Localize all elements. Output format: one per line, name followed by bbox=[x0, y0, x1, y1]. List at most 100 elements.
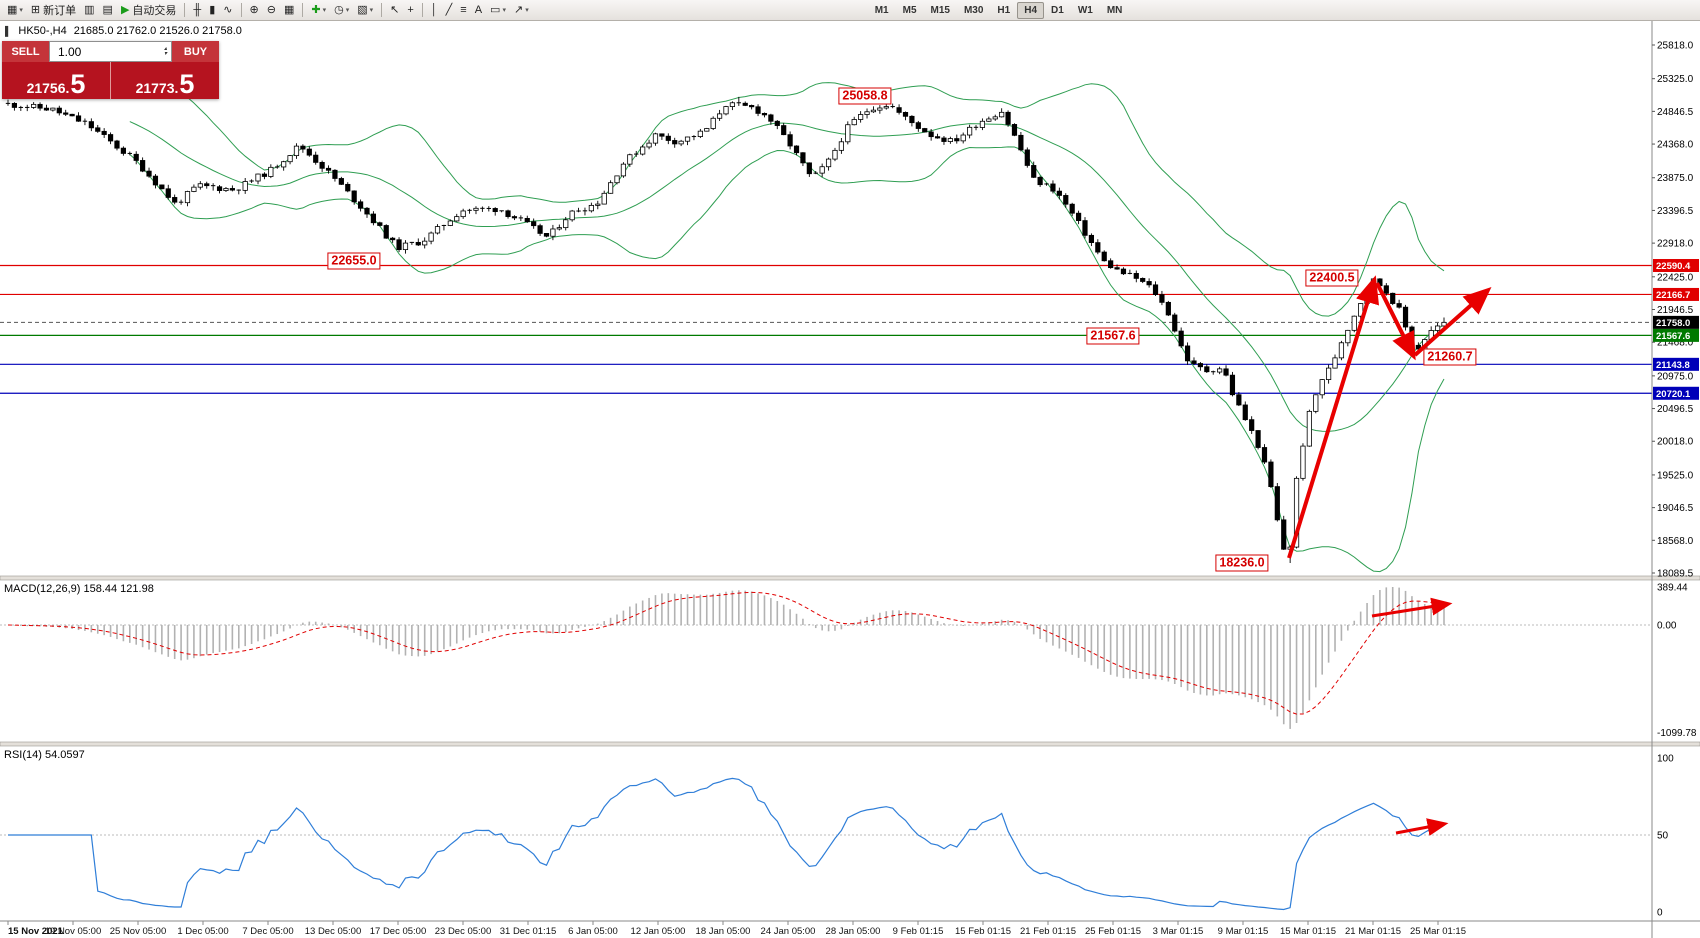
trend-arrow[interactable] bbox=[1395, 818, 1449, 836]
timeframe-bar: M1 M5 M15 M30 H1 H4 D1 W1 MN bbox=[868, 1, 1130, 19]
timeframe-m30[interactable]: M30 bbox=[963, 4, 984, 16]
cursor-icon: ↖ bbox=[390, 4, 400, 16]
cursor-button[interactable]: ↖ bbox=[386, 1, 403, 19]
tile-windows-icon: ▦ bbox=[283, 4, 295, 16]
trend-arrow[interactable] bbox=[1371, 597, 1453, 618]
toolbar-separator bbox=[184, 3, 186, 17]
auto-trading-button[interactable]: ▶ 自动交易 bbox=[117, 1, 180, 19]
svg-text:21758.0: 21758.0 bbox=[1656, 318, 1690, 329]
svg-text:9 Mar 01:15: 9 Mar 01:15 bbox=[1218, 926, 1269, 937]
trend-line-button[interactable]: ╱ bbox=[442, 1, 457, 19]
svg-text:19 Nov 05:00: 19 Nov 05:00 bbox=[45, 926, 102, 937]
svg-text:21468.0: 21468.0 bbox=[1657, 338, 1694, 349]
shapes-button[interactable]: ▭ ▾ bbox=[486, 1, 510, 19]
ask-main: 21773. bbox=[135, 80, 179, 96]
svg-text:31 Dec 01:15: 31 Dec 01:15 bbox=[500, 926, 557, 937]
equidistant-channel-button[interactable]: ≡ bbox=[456, 1, 470, 19]
tile-windows-button[interactable]: ▦ bbox=[280, 1, 298, 19]
trend-arrow[interactable] bbox=[1413, 287, 1492, 357]
market-watch-icon: ▥ bbox=[84, 4, 95, 16]
timeframe-h1[interactable]: H1 bbox=[997, 4, 1011, 16]
step-up-icon[interactable]: ▴ bbox=[163, 45, 167, 52]
svg-text:1 Dec 05:00: 1 Dec 05:00 bbox=[177, 926, 228, 937]
chevron-down-icon[interactable]: ▾ bbox=[345, 7, 350, 14]
zoom-out-button[interactable]: ⊖ bbox=[263, 1, 280, 19]
chevron-down-icon[interactable]: ▾ bbox=[502, 7, 506, 14]
new-chart-button[interactable]: ▦ ▾ bbox=[3, 1, 27, 19]
bid-price[interactable]: 21756. 5 bbox=[2, 62, 110, 99]
svg-text:13 Dec 05:00: 13 Dec 05:00 bbox=[305, 926, 362, 937]
timeframe-mn[interactable]: MN bbox=[1106, 4, 1123, 16]
data-window-icon: ▤ bbox=[102, 4, 113, 16]
svg-text:7 Dec 05:00: 7 Dec 05:00 bbox=[242, 926, 293, 937]
chevron-down-icon[interactable]: ▾ bbox=[369, 7, 374, 14]
sell-button[interactable]: SELL bbox=[2, 41, 49, 62]
vertical-line-button[interactable]: │ bbox=[427, 1, 442, 19]
timeframe-m15[interactable]: M15 bbox=[930, 4, 950, 16]
volume-input[interactable]: 1.00 ▴ ▾ bbox=[49, 41, 172, 62]
svg-text:19046.5: 19046.5 bbox=[1657, 503, 1694, 514]
timeframe-m1[interactable]: M1 bbox=[874, 4, 889, 16]
svg-text:15 Nov 2021: 15 Nov 2021 bbox=[8, 926, 64, 937]
buy-button[interactable]: BUY bbox=[172, 41, 219, 62]
volume-stepper[interactable]: ▴ ▾ bbox=[162, 45, 169, 57]
price-annotation[interactable]: 18236.0 bbox=[1215, 554, 1269, 572]
indicators-icon: ✚ bbox=[311, 4, 321, 16]
bar-chart-button[interactable]: ╫ bbox=[189, 1, 205, 19]
ask-price[interactable]: 21773. 5 bbox=[110, 62, 219, 99]
market-watch-button[interactable]: ▥ bbox=[80, 1, 98, 19]
timeframe-h4[interactable]: H4 bbox=[1017, 1, 1045, 19]
macd-axis-label: -1099.78 bbox=[1657, 728, 1697, 739]
new-order-button[interactable]: ⊞ 新订单 bbox=[27, 1, 80, 19]
toolbar: ▦ ▾ ⊞ 新订单 ▥ ▤ ▶ 自动交易 ╫ ▮ ∿ ⊕ ⊖ ▦ ✚ ▾ ◷ ▾ ▧ ▾ ↖ + │ ╱ ≡ A ▭ ▾ ↗ ▾ M1 M5… bbox=[0, 0, 1700, 21]
zoom-in-button[interactable]: ⊕ bbox=[246, 1, 263, 19]
periods-button[interactable]: ◷ ▾ bbox=[330, 1, 353, 19]
timeframe-w1[interactable]: W1 bbox=[1077, 4, 1093, 16]
price-annotation[interactable]: 22655.0 bbox=[327, 252, 381, 270]
macd-axis-label: 0.00 bbox=[1657, 621, 1677, 632]
chevron-down-icon[interactable]: ▾ bbox=[19, 7, 23, 14]
panel-separator[interactable] bbox=[0, 741, 1700, 747]
new-order-button-label: 新订单 bbox=[43, 5, 77, 17]
svg-text:22166.7: 22166.7 bbox=[1656, 290, 1690, 301]
rsi-axis-label: 0 bbox=[1657, 908, 1663, 919]
svg-text:22425.0: 22425.0 bbox=[1657, 272, 1694, 283]
candlesticks bbox=[5, 96, 1447, 563]
line-chart-button[interactable]: ∿ bbox=[219, 1, 236, 19]
templates-button[interactable]: ▧ ▾ bbox=[353, 1, 377, 19]
chevron-down-icon[interactable]: ▾ bbox=[525, 7, 529, 14]
indicators-button[interactable]: ✚ ▾ bbox=[307, 1, 330, 19]
svg-text:24846.5: 24846.5 bbox=[1657, 107, 1694, 118]
svg-text:23 Dec 05:00: 23 Dec 05:00 bbox=[435, 926, 492, 937]
step-down-icon[interactable]: ▾ bbox=[163, 50, 167, 57]
text-label-button[interactable]: A bbox=[471, 1, 486, 19]
price-annotation[interactable]: 21260.7 bbox=[1423, 348, 1477, 366]
data-window-button[interactable]: ▤ bbox=[99, 1, 117, 19]
crosshair-button[interactable]: + bbox=[403, 1, 417, 19]
line-chart-icon: ∿ bbox=[223, 4, 233, 16]
trend-arrow[interactable] bbox=[1375, 282, 1416, 361]
trend-arrow[interactable] bbox=[1287, 275, 1380, 559]
price-annotation[interactable]: 25058.8 bbox=[838, 87, 892, 105]
chevron-down-icon[interactable]: ▾ bbox=[322, 7, 327, 14]
timeframe-d1[interactable]: D1 bbox=[1051, 4, 1064, 16]
price-annotation[interactable]: 21567.6 bbox=[1086, 327, 1140, 345]
auto-trading-icon: ▶ bbox=[120, 4, 130, 16]
toolbar-separator bbox=[302, 3, 304, 17]
rsi-line bbox=[8, 777, 1445, 911]
svg-text:20496.5: 20496.5 bbox=[1657, 404, 1694, 415]
price-annotation[interactable]: 22400.5 bbox=[1305, 269, 1359, 287]
macd-signal-line bbox=[7, 591, 1445, 715]
vertical-line-icon: │ bbox=[430, 4, 438, 16]
svg-text:20018.0: 20018.0 bbox=[1657, 437, 1694, 448]
zoom-in-icon: ⊕ bbox=[249, 4, 259, 16]
rsi-label: RSI(14) 54.0597 bbox=[4, 749, 85, 761]
timeframe-m5[interactable]: M5 bbox=[902, 4, 917, 16]
candle-chart-icon: ▮ bbox=[209, 4, 216, 16]
arrows-button[interactable]: ↗ ▾ bbox=[510, 1, 533, 19]
panel-separator[interactable] bbox=[0, 575, 1700, 581]
candle-chart-button[interactable]: ▮ bbox=[205, 1, 219, 19]
